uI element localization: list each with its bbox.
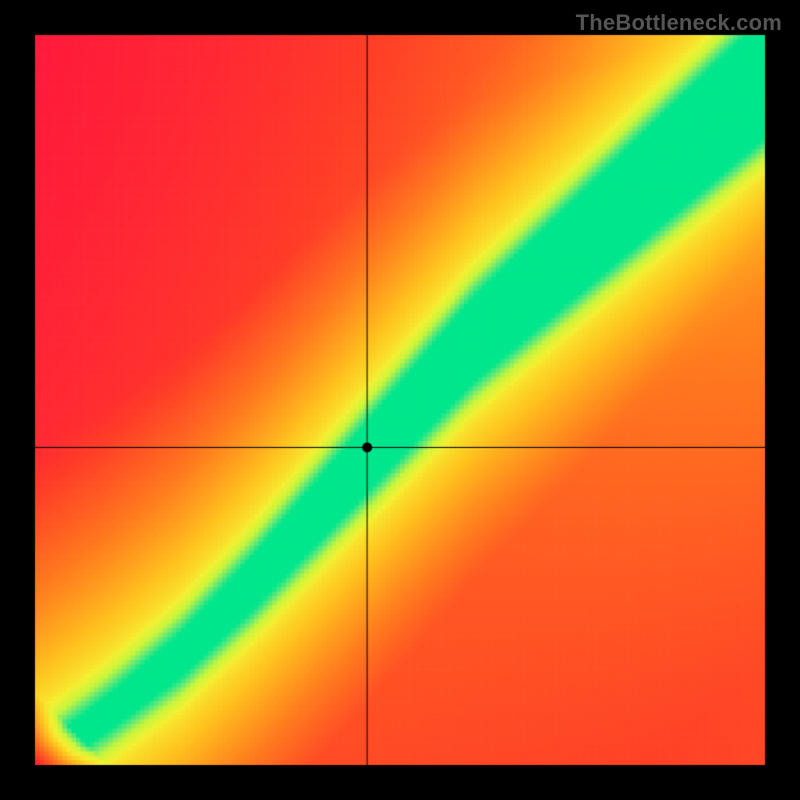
bottleneck-heatmap [0,0,800,800]
chart-container: TheBottleneck.com [0,0,800,800]
watermark-text: TheBottleneck.com [576,10,782,36]
